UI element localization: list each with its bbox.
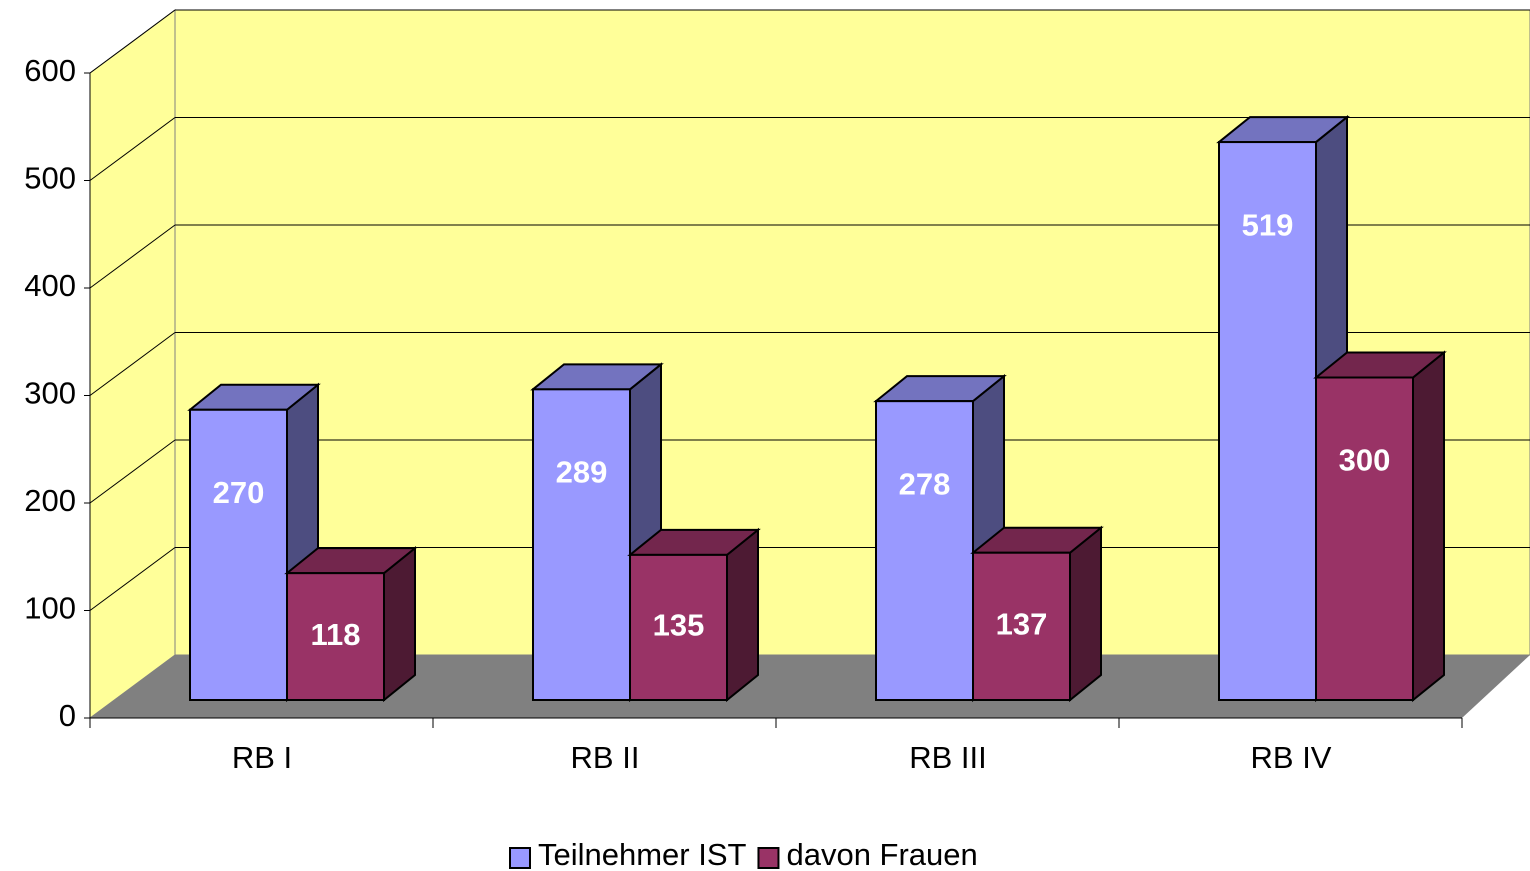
legend-label: Teilnehmer IST: [538, 837, 747, 871]
grid-line: [89, 224, 176, 289]
legend-swatch: [757, 847, 780, 869]
data-label: 289: [556, 455, 608, 490]
y-tick-label: 300: [24, 376, 76, 411]
bar: [629, 553, 728, 701]
grid-line: [89, 547, 176, 611]
legend-swatch: [509, 847, 531, 869]
bar: [1218, 141, 1317, 701]
data-label: 135: [653, 608, 705, 643]
bar-side: [1069, 525, 1102, 703]
x-tick-label: RB III: [909, 740, 987, 775]
data-label: 278: [899, 466, 951, 501]
bar: [1315, 376, 1414, 701]
x-tick-label: RB IV: [1251, 740, 1332, 775]
bar: [875, 400, 974, 701]
bar: [189, 408, 288, 701]
legend-label: davon Frauen: [786, 837, 977, 871]
data-label: 270: [213, 475, 265, 510]
bar-side: [726, 527, 759, 703]
y-tick-label: 100: [24, 591, 76, 626]
y-tick-label: 0: [59, 698, 76, 733]
floor: [90, 655, 1530, 718]
grid-line: [89, 9, 176, 74]
grid-line: [89, 117, 176, 181]
y-tick-label: 200: [24, 483, 76, 518]
data-label: 137: [996, 607, 1048, 642]
x-tick-label: RB II: [571, 740, 640, 775]
grid-line: [89, 439, 176, 504]
y-tick-label: 600: [24, 53, 76, 88]
x-tick-label: RB I: [232, 740, 292, 775]
bar: [286, 572, 385, 702]
y-tick-label: 400: [24, 268, 76, 303]
bar-side: [1412, 350, 1445, 703]
bar: [972, 551, 1071, 701]
grid-line: [89, 332, 176, 396]
y-tick-label: 500: [24, 161, 76, 196]
data-label: 519: [1242, 207, 1294, 242]
bar-side: [383, 546, 416, 703]
data-label: 118: [310, 617, 360, 652]
data-label: 300: [1339, 443, 1391, 478]
bar: [532, 388, 631, 701]
